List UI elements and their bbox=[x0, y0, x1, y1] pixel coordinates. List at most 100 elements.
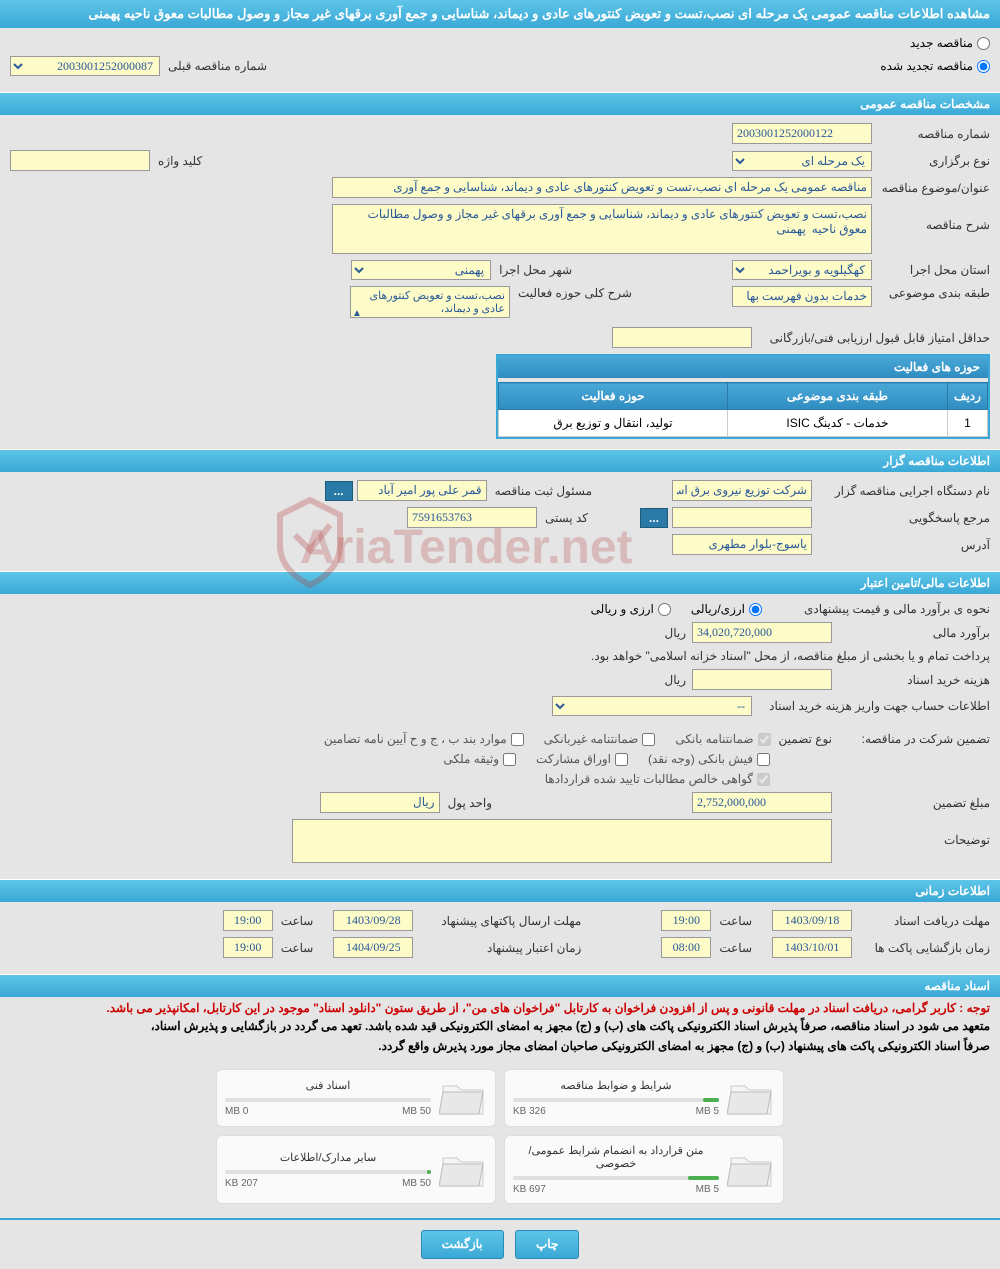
cell-idx: 1 bbox=[948, 410, 988, 437]
holding-type-label: نوع برگزاری bbox=[880, 154, 990, 168]
reg-officer-input[interactable] bbox=[357, 480, 487, 501]
section-documents-header: اسناد مناقصه bbox=[0, 974, 1000, 997]
doc-progress-bar bbox=[513, 1176, 719, 1180]
account-select[interactable]: -- bbox=[552, 696, 752, 716]
documents-red-note: توجه : کاربر گرامی، دریافت اسناد در مهلت… bbox=[0, 997, 1000, 1019]
radio-rial[interactable]: ارزی/ریالی bbox=[691, 602, 762, 616]
contact-lookup-button[interactable]: ... bbox=[640, 508, 668, 528]
activity-desc-label: شرح کلی حوزه فعالیت bbox=[518, 286, 632, 300]
doc-limit: 5 MB bbox=[696, 1106, 719, 1117]
organizer-section: نام دستگاه اجرایی مناقصه گزار مسئول ثبت … bbox=[0, 472, 1000, 569]
general-section: شماره مناقصه نوع برگزاری یک مرحله ای کلی… bbox=[0, 115, 1000, 447]
guarantee-type-label: نوع تضمین bbox=[779, 732, 832, 746]
tender-type-block: مناقصه جدید مناقصه تجدید شده شماره مناقص… bbox=[0, 28, 1000, 90]
chk-property[interactable]: وثیقه ملکی bbox=[443, 752, 516, 766]
col-row: ردیف bbox=[948, 383, 988, 410]
keyword-input[interactable] bbox=[10, 150, 150, 171]
desc-textarea[interactable]: نصب،تست و تعویض کنتورهای عادی و دیماند، … bbox=[332, 204, 872, 254]
estimate-currency: ریال bbox=[664, 626, 686, 640]
remarks-textarea[interactable] bbox=[292, 819, 832, 863]
section-general-header: مشخصات مناقصه عمومی bbox=[0, 92, 1000, 115]
currency-unit-input[interactable] bbox=[320, 792, 440, 813]
doc-tile-title: متن قرارداد به انضمام شرایط عمومی/خصوصی bbox=[513, 1144, 719, 1170]
validity-date[interactable] bbox=[333, 937, 413, 958]
chk-bylaw[interactable]: موارد بند ب ، ج و ح آیین نامه تضامین bbox=[324, 732, 524, 746]
chk-bonds[interactable]: اوراق مشارکت bbox=[536, 752, 628, 766]
chk-bank[interactable]: ضمانتنامه بانکی bbox=[675, 732, 770, 746]
envelope-open-date[interactable] bbox=[772, 937, 852, 958]
doc-tile[interactable]: اسناد فنی50 MB0 MB bbox=[216, 1069, 496, 1127]
prev-number-select[interactable]: 2003001252000087 bbox=[10, 56, 160, 76]
section-organizer-header: اطلاعات مناقصه گزار bbox=[0, 449, 1000, 472]
doc-limit: 5 MB bbox=[696, 1184, 719, 1195]
province-select[interactable]: کهگیلویه و بویراحمد bbox=[732, 260, 872, 280]
remarks-label: توضیحات bbox=[840, 819, 990, 847]
category-label: طبقه بندی موضوعی bbox=[880, 286, 990, 300]
doc-fee-input[interactable] bbox=[692, 669, 832, 690]
city-select[interactable]: پهمنی bbox=[351, 260, 491, 280]
folder-icon bbox=[439, 1150, 487, 1190]
radio-renewed-input[interactable] bbox=[977, 60, 990, 73]
radio-new-tender[interactable]: مناقصه جدید bbox=[910, 36, 990, 50]
activities-header: حوزه های فعالیت bbox=[498, 356, 988, 378]
exec-label: نام دستگاه اجرایی مناقصه گزار bbox=[820, 484, 990, 498]
radio-both[interactable]: ارزی و ریالی bbox=[591, 602, 671, 616]
guarantee-label: تضمین شرکت در مناقصه: bbox=[840, 732, 990, 746]
doc-progress-bar bbox=[513, 1098, 719, 1102]
doc-tile[interactable]: شرایط و ضوابط مناقصه 5 MB 326 KB bbox=[504, 1069, 784, 1127]
holding-type-select[interactable]: یک مرحله ای bbox=[732, 151, 872, 171]
min-score-input[interactable] bbox=[612, 327, 752, 348]
postal-input[interactable] bbox=[407, 507, 537, 528]
contact-input[interactable] bbox=[672, 507, 812, 528]
doc-tile-title: شرایط و ضوابط مناقصه bbox=[513, 1079, 719, 1092]
account-label: اطلاعات حساب جهت واریز هزینه خرید اسناد bbox=[760, 699, 990, 713]
doc-tile[interactable]: متن قرارداد به انضمام شرایط عمومی/خصوصی 5… bbox=[504, 1135, 784, 1204]
validity-time[interactable] bbox=[223, 937, 273, 958]
folder-icon bbox=[727, 1150, 775, 1190]
title-input[interactable] bbox=[332, 177, 872, 198]
envelope-send-label: مهلت ارسال پاکتهای پیشنهاد bbox=[421, 914, 581, 928]
estimate-label: برآورد مالی bbox=[840, 626, 990, 640]
envelope-open-label: زمان بازگشایی پاکت ها bbox=[860, 941, 990, 955]
category-input[interactable] bbox=[732, 286, 872, 307]
estimate-input[interactable] bbox=[692, 622, 832, 643]
exec-input[interactable] bbox=[672, 480, 812, 501]
doc-used: 326 KB bbox=[513, 1106, 546, 1117]
folder-icon bbox=[727, 1078, 775, 1118]
doc-tile-title: سایر مدارک/اطلاعات bbox=[225, 1151, 431, 1164]
footer-buttons: چاپ بازگشت bbox=[0, 1218, 1000, 1269]
doc-used: 0 MB bbox=[225, 1106, 248, 1117]
chk-receivables[interactable]: گواهی خالص مطالبات تایید شده قراردادها bbox=[545, 772, 770, 786]
activity-desc-textarea[interactable]: نصب،تست و تعویض کنتورهای عادی و دیماند، bbox=[350, 286, 510, 318]
validity-label: زمان اعتبار پیشنهاد bbox=[421, 941, 581, 955]
address-input[interactable] bbox=[672, 534, 812, 555]
reg-officer-lookup-button[interactable]: ... bbox=[325, 481, 353, 501]
treasury-note: پرداخت تمام و یا بخشی از مبلغ مناقصه، از… bbox=[591, 649, 990, 663]
time-label-3: ساعت bbox=[719, 941, 752, 955]
desc-label: شرح مناقصه bbox=[880, 204, 990, 232]
documents-tiles: شرایط و ضوابط مناقصه5 MB326 KBاسناد فنی5… bbox=[0, 1059, 1000, 1214]
chk-cash[interactable]: فیش بانکی (وجه نقد) bbox=[648, 752, 770, 766]
print-button[interactable]: چاپ bbox=[515, 1230, 579, 1259]
radio-new-input[interactable] bbox=[977, 37, 990, 50]
doc-fee-label: هزینه خرید اسناد bbox=[840, 673, 990, 687]
envelope-open-time[interactable] bbox=[661, 937, 711, 958]
time-label-2: ساعت bbox=[281, 914, 314, 928]
timing-section: مهلت دریافت اسناد ساعت مهلت ارسال پاکتها… bbox=[0, 902, 1000, 972]
time-label-4: ساعت bbox=[281, 941, 314, 955]
doc-limit: 50 MB bbox=[402, 1106, 431, 1117]
radio-renewed-tender[interactable]: مناقصه تجدید شده bbox=[880, 59, 990, 73]
guarantee-amount-input[interactable] bbox=[692, 792, 832, 813]
reg-officer-label: مسئول ثبت مناقصه bbox=[495, 484, 592, 498]
tender-number-input[interactable] bbox=[732, 123, 872, 144]
doc-receipt-time[interactable] bbox=[661, 910, 711, 931]
chk-nonbank[interactable]: ضمانتنامه غیربانکی bbox=[544, 732, 656, 746]
radio-rial-input[interactable] bbox=[749, 603, 762, 616]
radio-both-input[interactable] bbox=[658, 603, 671, 616]
envelope-send-date[interactable] bbox=[333, 910, 413, 931]
envelope-send-time[interactable] bbox=[223, 910, 273, 931]
doc-tile[interactable]: سایر مدارک/اطلاعات50 MB207 KB bbox=[216, 1135, 496, 1204]
currency-unit-label: واحد پول bbox=[448, 796, 492, 810]
doc-receipt-date[interactable] bbox=[772, 910, 852, 931]
back-button[interactable]: بازگشت bbox=[421, 1230, 504, 1259]
